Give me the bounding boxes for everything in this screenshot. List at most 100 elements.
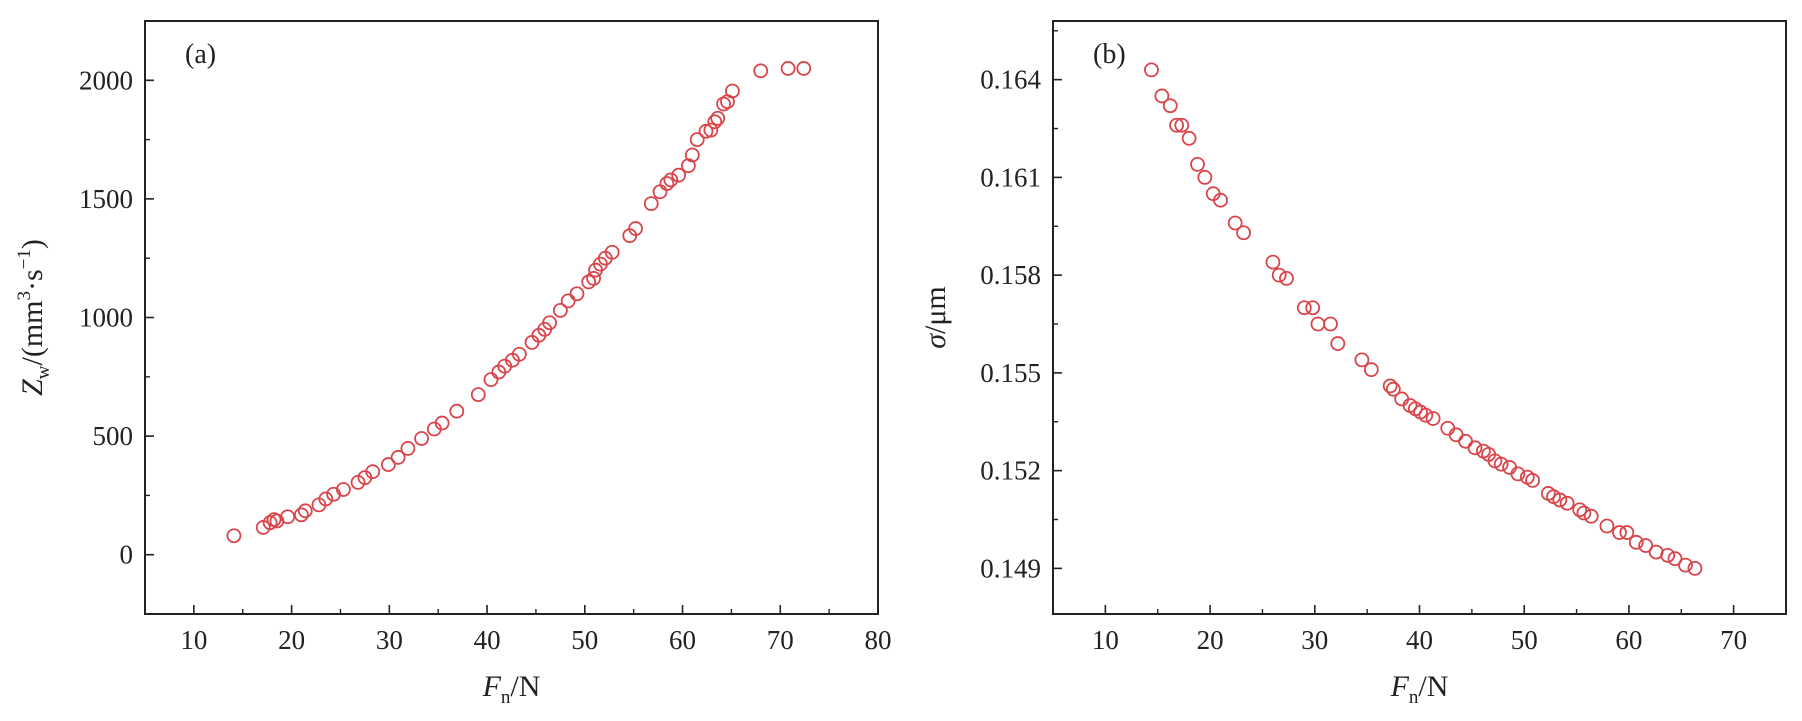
data-point xyxy=(753,63,769,79)
y-tick-label: 0 xyxy=(120,540,134,570)
panel-b: 10 20 30 40 50 60 70 0.149 0.152 0.155 0.158 0.161 0… xyxy=(919,20,1787,708)
data-point xyxy=(1354,352,1370,368)
x-tick-label: 70 xyxy=(767,625,794,655)
data-point xyxy=(796,61,812,76)
y-tick-label: 500 xyxy=(93,421,134,451)
y-tick-label: 2000 xyxy=(79,65,133,95)
x-tick-label: 40 xyxy=(474,625,501,655)
data-point xyxy=(663,172,679,188)
data-point xyxy=(1382,378,1398,394)
data-point xyxy=(569,286,585,302)
data-point xyxy=(380,457,396,472)
data-point xyxy=(1628,534,1644,550)
data-point xyxy=(1154,88,1170,104)
data-point xyxy=(671,167,687,183)
y-tick-label: 0.155 xyxy=(980,358,1041,388)
data-point xyxy=(1181,130,1197,146)
data-points xyxy=(1144,62,1703,576)
data-point xyxy=(1227,215,1243,231)
data-point xyxy=(293,507,309,523)
data-point xyxy=(226,528,242,544)
data-point xyxy=(1619,525,1635,540)
data-point xyxy=(604,244,620,260)
data-point xyxy=(1236,225,1251,241)
data-point xyxy=(1559,495,1575,511)
data-point xyxy=(1323,316,1338,332)
data-point xyxy=(449,403,465,419)
y-tick-label: 0.152 xyxy=(980,456,1041,486)
x-tick-label: 20 xyxy=(278,625,305,655)
data-point xyxy=(1271,267,1287,283)
data-point xyxy=(780,61,796,76)
x-tick-label: 10 xyxy=(180,625,207,655)
data-point xyxy=(390,450,406,465)
panel-tag: (b) xyxy=(1093,39,1126,70)
data-point xyxy=(470,387,486,402)
data-point xyxy=(1305,300,1321,316)
panel-a: 10 20 30 40 50 60 70 80 0 500 1000 1500 2000 (a) Fn/N Z… xyxy=(14,20,892,708)
data-point xyxy=(707,114,723,130)
y-tick-label: 0.161 xyxy=(980,162,1041,192)
x-tick-label: 50 xyxy=(571,625,598,655)
data-point xyxy=(365,464,381,480)
data-point xyxy=(1425,411,1441,426)
y-tick-label: 1500 xyxy=(79,184,133,214)
x-tick-label: 70 xyxy=(1720,625,1747,655)
data-point xyxy=(1660,547,1676,563)
data-point xyxy=(1467,440,1483,456)
data-point xyxy=(1510,466,1526,482)
data-point xyxy=(483,372,499,388)
data-point xyxy=(318,491,334,507)
x-tick-label: 60 xyxy=(1615,625,1642,655)
data-point xyxy=(262,515,278,531)
x-tick-label: 80 xyxy=(865,625,892,655)
data-point xyxy=(724,83,740,99)
data-point xyxy=(1599,518,1615,534)
data-point xyxy=(542,315,558,331)
data-point xyxy=(1576,505,1592,521)
data-point xyxy=(1213,192,1228,208)
data-point xyxy=(643,196,659,212)
x-axis-title: Fn/N xyxy=(482,670,541,708)
data-point xyxy=(1174,117,1190,133)
data-point xyxy=(511,346,527,362)
data-point xyxy=(400,441,416,456)
x-tick-label: 30 xyxy=(376,625,403,655)
x-tick-label: 20 xyxy=(1197,625,1224,655)
data-point xyxy=(1525,473,1540,488)
data-point xyxy=(1418,407,1434,423)
data-point xyxy=(1162,98,1178,114)
data-point xyxy=(297,503,313,519)
data-point xyxy=(414,431,429,446)
data-point xyxy=(659,176,675,191)
y-tick-label: 0.158 xyxy=(980,260,1041,290)
data-point xyxy=(1572,502,1588,518)
data-point xyxy=(1190,156,1205,172)
data-point xyxy=(1265,254,1281,270)
y-tick-label: 0.164 xyxy=(980,65,1041,95)
data-point xyxy=(1385,381,1401,397)
data-points xyxy=(226,61,812,544)
data-point xyxy=(710,110,726,126)
data-point xyxy=(1279,271,1294,286)
data-point xyxy=(1169,117,1184,133)
y-tick-label: 1000 xyxy=(79,303,133,333)
data-point xyxy=(1296,300,1312,316)
data-point xyxy=(1667,551,1683,567)
x-tick-label: 60 xyxy=(669,625,696,655)
data-point xyxy=(689,132,705,148)
data-point xyxy=(1197,169,1213,185)
data-point xyxy=(1363,362,1379,378)
data-point xyxy=(560,293,576,309)
data-point xyxy=(1144,62,1159,78)
data-point xyxy=(586,270,601,286)
data-point xyxy=(1330,336,1346,351)
data-point xyxy=(1638,538,1654,553)
data-point xyxy=(1687,560,1703,576)
data-point xyxy=(1493,456,1509,472)
data-point xyxy=(1552,492,1568,508)
x-tick-label: 50 xyxy=(1511,625,1538,655)
data-point xyxy=(434,415,450,431)
data-point xyxy=(1678,557,1693,573)
